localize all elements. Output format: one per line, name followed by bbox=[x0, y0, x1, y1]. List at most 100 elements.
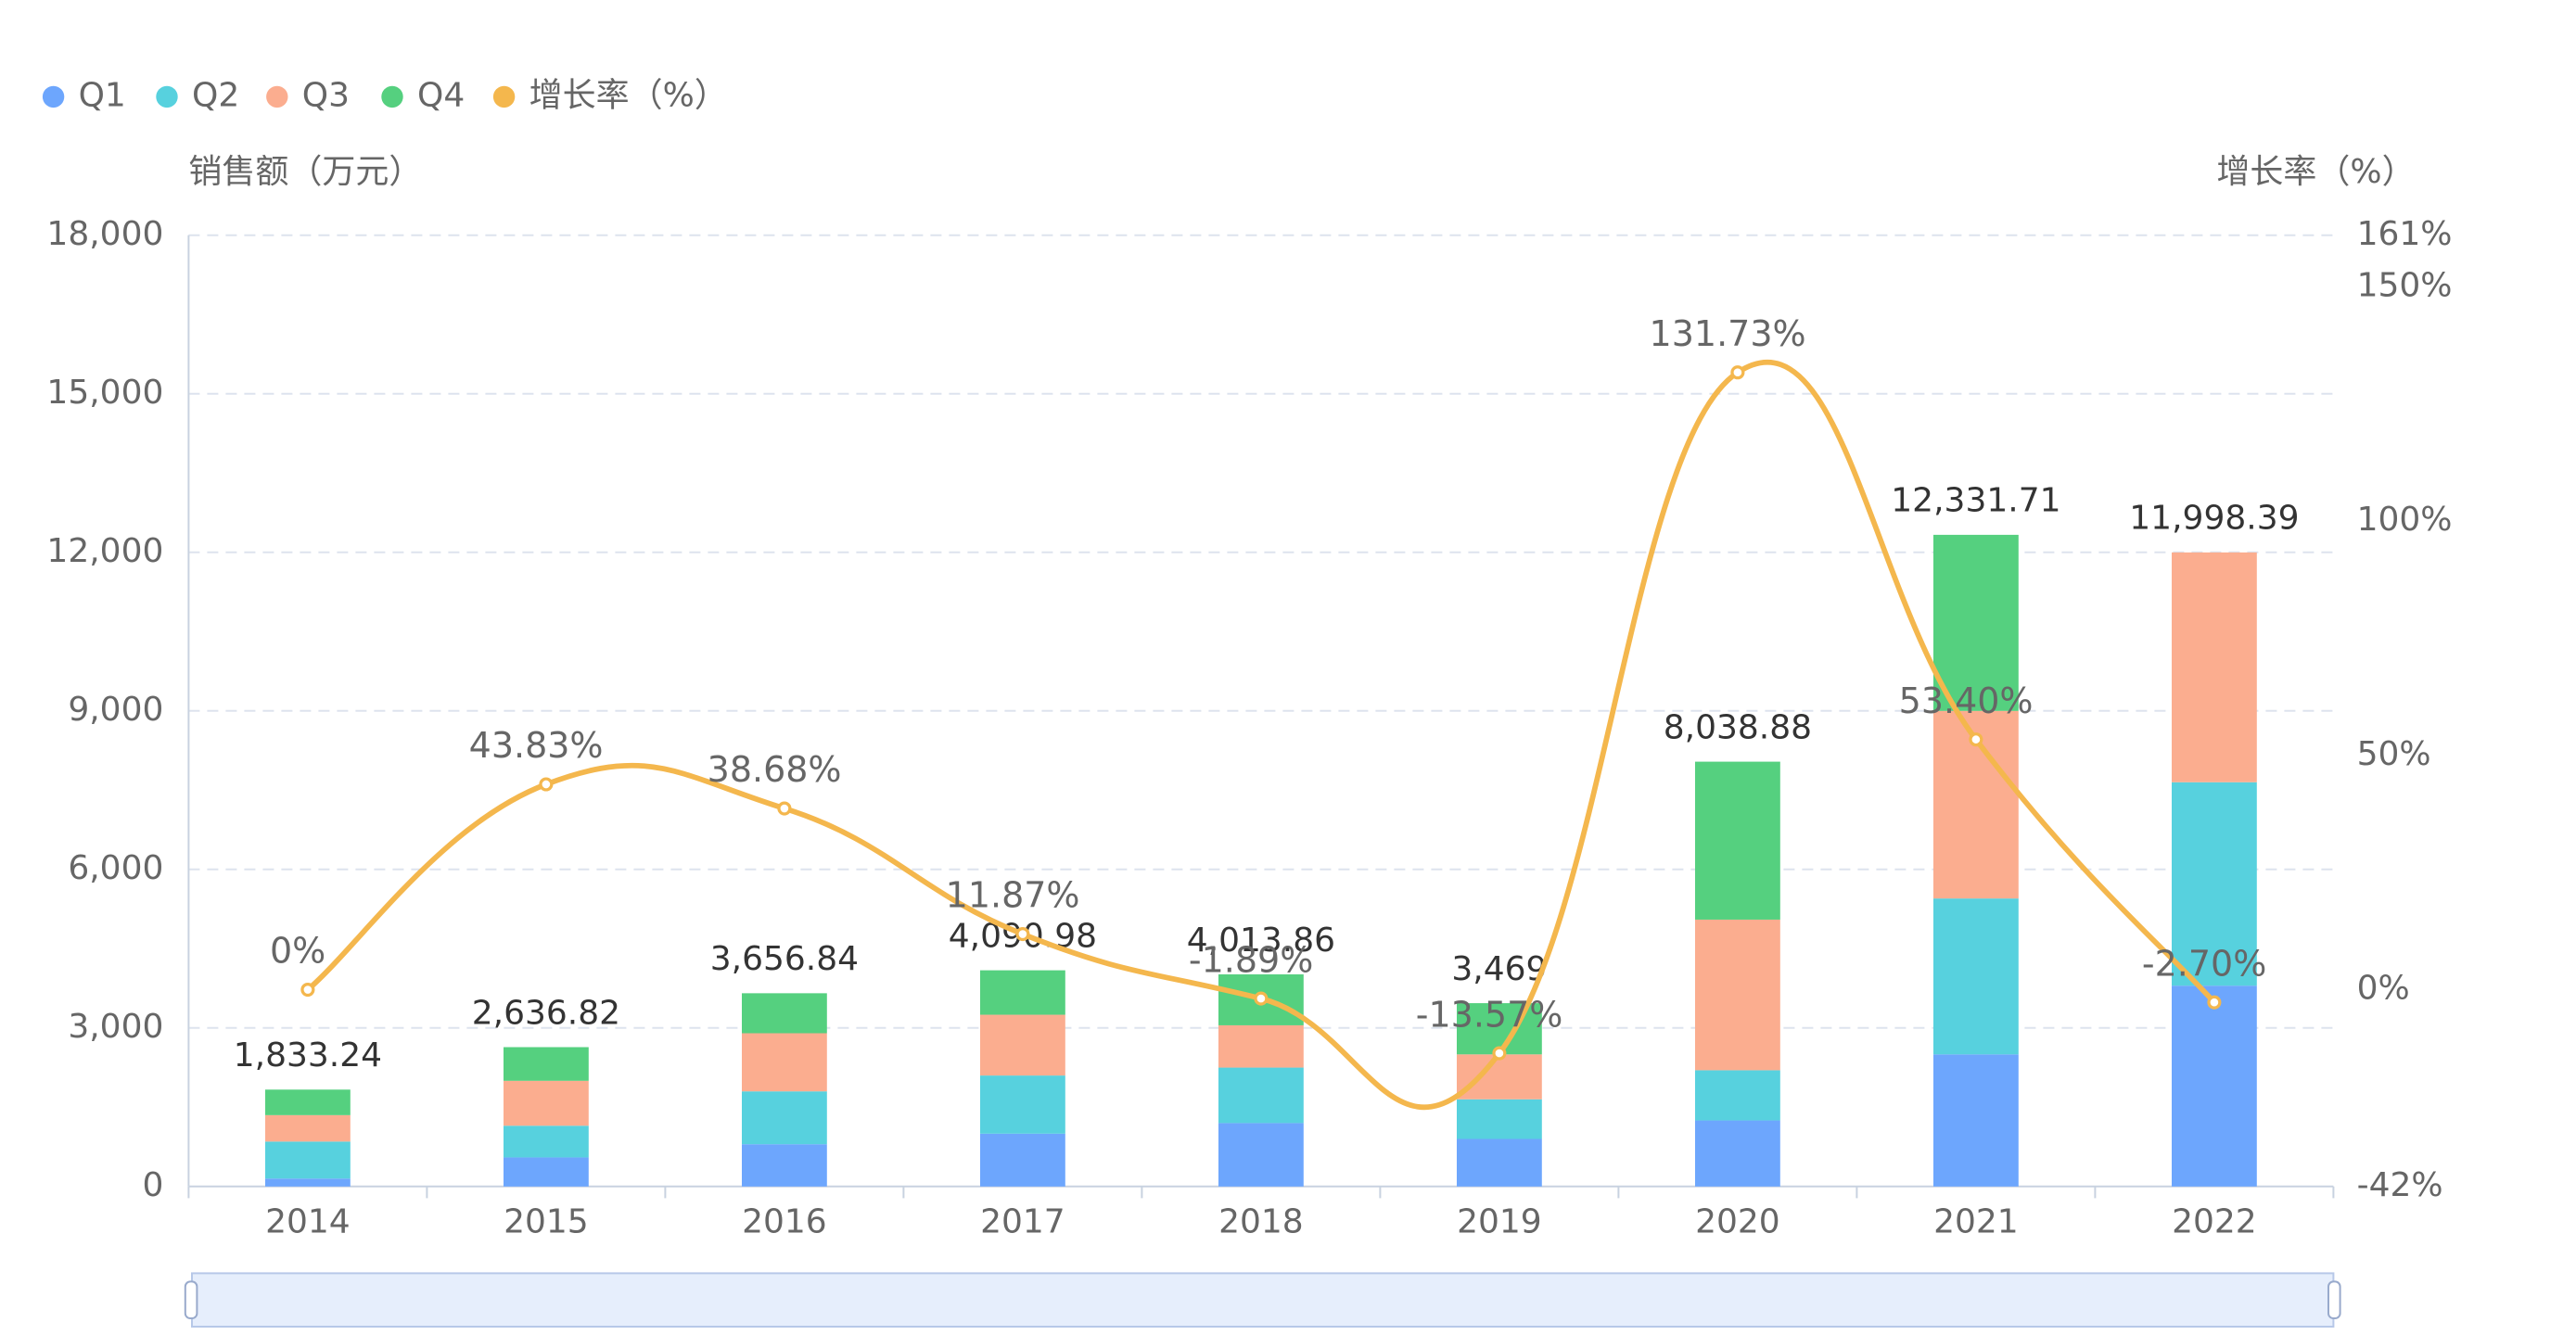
bar-segment-q3-2020[interactable] bbox=[1695, 919, 1780, 1071]
y-left-axis-title: 销售额（万元） bbox=[188, 153, 422, 191]
bar-segment-q1-2021[interactable] bbox=[1933, 1054, 2019, 1187]
y-left-axis: 0 3,000 6,000 9,000 12,000 15,000 18,000 bbox=[46, 215, 190, 1204]
bar-segment-q1-2020[interactable] bbox=[1695, 1120, 1780, 1187]
bar-segment-q2-2022[interactable] bbox=[2172, 782, 2257, 986]
growth-rate-label: 131.73% bbox=[1650, 313, 1806, 354]
growth-rate-label: 43.83% bbox=[469, 725, 604, 766]
bar-total-labels: 1,833.242,636.823,656.844,090.984,013.86… bbox=[234, 482, 2300, 1074]
bar-segment-q3-2017[interactable] bbox=[980, 1014, 1065, 1076]
y-right-tick-label: 50% bbox=[2357, 735, 2431, 773]
bar-total-label: 1,833.24 bbox=[234, 1036, 382, 1074]
growth-rate-point[interactable] bbox=[1969, 732, 1983, 747]
y-right-tick-label: -42% bbox=[2357, 1166, 2443, 1204]
legend-item-0[interactable]: Q1 bbox=[42, 76, 126, 114]
zoom-handle-left[interactable] bbox=[184, 1280, 198, 1320]
data-zoom-slider[interactable] bbox=[184, 1272, 2341, 1329]
y-right-tick-label: 161% bbox=[2357, 215, 2453, 253]
bar-segment-q2-2021[interactable] bbox=[1933, 898, 2019, 1055]
bar-segment-q4-2016[interactable] bbox=[742, 993, 827, 1034]
growth-rate-label: 0% bbox=[270, 931, 325, 972]
growth-rate-point[interactable] bbox=[539, 777, 554, 792]
bar-segment-q3-2014[interactable] bbox=[265, 1114, 351, 1142]
legend-label: Q1 bbox=[79, 76, 126, 114]
x-tick-label: 2014 bbox=[265, 1202, 351, 1240]
bar-segment-q2-2018[interactable] bbox=[1218, 1067, 1304, 1124]
bar-segment-q3-2018[interactable] bbox=[1218, 1024, 1304, 1068]
growth-rate-label: -1.89% bbox=[1189, 939, 1313, 980]
x-tick-label: 2022 bbox=[2172, 1202, 2257, 1240]
legend-marker bbox=[156, 85, 178, 108]
y-left-tick-label: 9,000 bbox=[68, 691, 163, 729]
bar-segment-q1-2018[interactable] bbox=[1218, 1123, 1304, 1187]
growth-rate-point[interactable] bbox=[777, 801, 792, 816]
bar-segment-q4-2020[interactable] bbox=[1695, 761, 1780, 920]
y-right-tick-label: 150% bbox=[2357, 266, 2453, 304]
bar-segment-q2-2015[interactable] bbox=[504, 1125, 589, 1158]
bar-total-label: 3,656.84 bbox=[710, 940, 859, 978]
legend-marker bbox=[492, 85, 516, 108]
x-tick-label: 2015 bbox=[504, 1202, 589, 1240]
x-tick-label: 2021 bbox=[1933, 1202, 2019, 1240]
x-tick-label: 2017 bbox=[980, 1202, 1065, 1240]
y-right-tick-label: 0% bbox=[2357, 970, 2410, 1008]
legend-item-3[interactable]: Q4 bbox=[381, 76, 465, 114]
zoom-handle-right[interactable] bbox=[2327, 1280, 2341, 1320]
growth-rate-point[interactable] bbox=[300, 982, 315, 998]
bar-total-label: 3,469 bbox=[1451, 950, 1547, 988]
bar-segment-q1-2017[interactable] bbox=[980, 1133, 1065, 1187]
bar-segment-q2-2020[interactable] bbox=[1695, 1070, 1780, 1121]
y-right-tick-label: 100% bbox=[2357, 501, 2453, 539]
legend: Q1 Q2 Q3 Q4 增长率（%） bbox=[42, 76, 728, 114]
bar-segment-q4-2014[interactable] bbox=[265, 1089, 351, 1115]
growth-rate-point[interactable] bbox=[1730, 365, 1745, 380]
bar-segment-q4-2015[interactable] bbox=[504, 1047, 589, 1081]
bar-segment-q1-2019[interactable] bbox=[1457, 1138, 1542, 1187]
y-right-axis-title: 增长率（%） bbox=[2216, 153, 2415, 191]
legend-marker bbox=[381, 85, 403, 108]
legend-item-4[interactable]: 增长率（%） bbox=[492, 76, 728, 114]
y-right-axis: -42% 0% 50% 100% 150% 161% bbox=[2357, 215, 2453, 1204]
bar-segment-q1-2022[interactable] bbox=[2172, 985, 2257, 1187]
bar-segment-q3-2015[interactable] bbox=[504, 1080, 589, 1126]
growth-rate-line bbox=[306, 360, 2217, 1111]
bar-segment-q1-2016[interactable] bbox=[742, 1144, 827, 1187]
bar-segment-q1-2015[interactable] bbox=[504, 1157, 589, 1187]
growth-rate-series: 0% 43.83% 38.68% 11.87% -1.89% -13.57% 131.73%… bbox=[270, 313, 2266, 1111]
legend-item-1[interactable]: Q2 bbox=[156, 76, 239, 114]
growth-rate-point[interactable] bbox=[1492, 1046, 1507, 1061]
growth-rate-point[interactable] bbox=[2207, 995, 2222, 1010]
y-left-tick-label: 15,000 bbox=[46, 374, 163, 412]
x-tick-label: 2016 bbox=[742, 1202, 827, 1240]
legend-marker bbox=[42, 85, 65, 108]
y-left-tick-label: 12,000 bbox=[46, 532, 163, 570]
x-tick-label: 2020 bbox=[1695, 1202, 1780, 1240]
bar-segment-q2-2014[interactable] bbox=[265, 1141, 351, 1179]
growth-rate-point[interactable] bbox=[1015, 926, 1030, 942]
bar-segment-q2-2019[interactable] bbox=[1457, 1099, 1542, 1139]
growth-rate-label: 38.68% bbox=[708, 749, 842, 790]
bars bbox=[265, 534, 2257, 1187]
growth-rate-point[interactable] bbox=[1254, 991, 1269, 1006]
bar-segment-q2-2017[interactable] bbox=[980, 1075, 1065, 1134]
x-tick-label: 2019 bbox=[1457, 1202, 1542, 1240]
bar-segment-q3-2022[interactable] bbox=[2172, 552, 2257, 782]
growth-rate-label: -2.70% bbox=[2142, 943, 2266, 984]
bar-segment-q2-2016[interactable] bbox=[742, 1091, 827, 1145]
bar-segment-q3-2016[interactable] bbox=[742, 1033, 827, 1092]
bar-total-label: 8,038.88 bbox=[1664, 708, 1812, 746]
legend-item-2[interactable]: Q3 bbox=[266, 76, 350, 114]
bar-total-label: 2,636.82 bbox=[472, 994, 620, 1032]
bar-segment-q4-2021[interactable] bbox=[1933, 534, 2019, 711]
bar-segment-q4-2019[interactable] bbox=[1457, 1003, 1542, 1055]
y-left-tick-label: 6,000 bbox=[68, 849, 163, 887]
zoom-track[interactable] bbox=[191, 1272, 2335, 1329]
bar-segment-q1-2014[interactable] bbox=[265, 1178, 351, 1187]
growth-rate-label: -13.57% bbox=[1416, 994, 1563, 1035]
legend-label: Q2 bbox=[192, 76, 239, 114]
y-left-tick-label: 3,000 bbox=[68, 1008, 163, 1046]
legend-label: Q4 bbox=[417, 76, 465, 114]
bar-segment-q3-2019[interactable] bbox=[1457, 1054, 1542, 1100]
bar-segment-q4-2017[interactable] bbox=[980, 970, 1065, 1015]
